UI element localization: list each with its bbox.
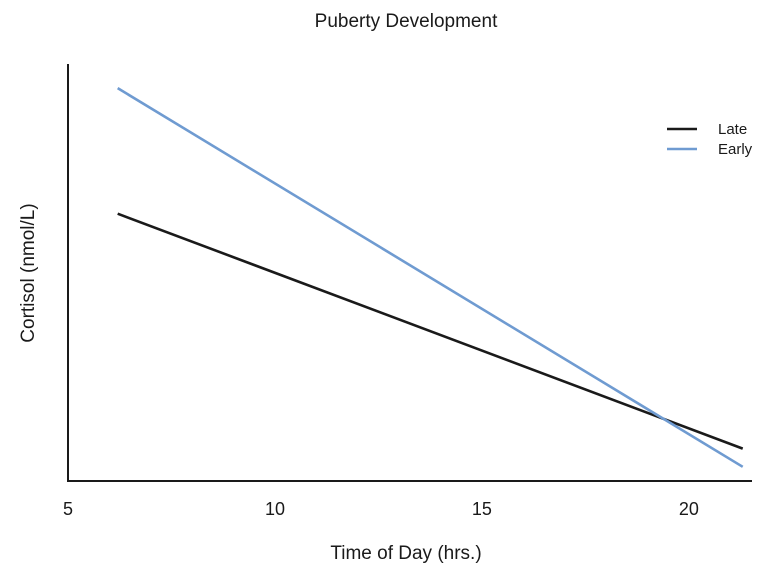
series-line-late <box>117 212 744 450</box>
x-tick-label: 15 <box>472 499 492 519</box>
x-tick-label: 20 <box>679 499 699 519</box>
legend-label-late: Late <box>718 121 747 138</box>
x-tick-labels: 5 10 15 20 <box>63 499 699 519</box>
series-line-early <box>116 87 744 468</box>
x-axis-label: Time of Day (hrs.) <box>330 543 481 564</box>
y-axis-label: Cortisol (nmol/L) <box>18 203 39 342</box>
legend-label-early: Early <box>718 141 753 158</box>
legend: Late Early <box>667 121 753 158</box>
x-tick-label: 5 <box>63 499 73 519</box>
plot-area: 5 10 15 20 <box>63 64 752 519</box>
x-tick-label: 10 <box>265 499 285 519</box>
chart-title: Puberty Development <box>315 11 498 32</box>
series-layer <box>116 87 744 468</box>
